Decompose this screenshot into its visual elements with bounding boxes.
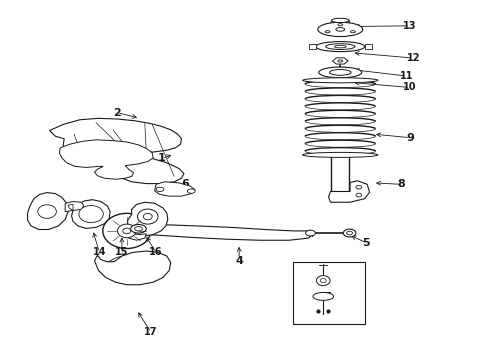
Ellipse shape [325, 31, 330, 33]
Polygon shape [309, 44, 316, 49]
Ellipse shape [103, 213, 151, 248]
Ellipse shape [336, 28, 344, 31]
Polygon shape [128, 202, 168, 236]
Ellipse shape [318, 22, 363, 37]
Text: 9: 9 [406, 133, 414, 143]
Ellipse shape [319, 67, 362, 78]
Ellipse shape [306, 230, 316, 236]
Text: 7: 7 [323, 292, 331, 302]
Ellipse shape [144, 213, 152, 220]
Ellipse shape [356, 185, 362, 189]
Polygon shape [127, 232, 147, 240]
Ellipse shape [326, 44, 355, 49]
Polygon shape [155, 182, 195, 196]
Ellipse shape [138, 209, 158, 224]
Ellipse shape [338, 24, 343, 26]
Text: 11: 11 [399, 71, 413, 81]
Ellipse shape [346, 231, 352, 235]
Polygon shape [95, 251, 171, 285]
Ellipse shape [118, 224, 136, 238]
Text: 6: 6 [181, 179, 189, 189]
Text: 5: 5 [363, 238, 370, 248]
Ellipse shape [320, 279, 326, 283]
Text: 3: 3 [33, 203, 41, 213]
Ellipse shape [338, 60, 343, 62]
Ellipse shape [303, 78, 378, 83]
Polygon shape [332, 58, 348, 64]
Ellipse shape [350, 31, 355, 33]
Ellipse shape [343, 229, 356, 237]
Ellipse shape [303, 152, 378, 157]
Text: 10: 10 [403, 82, 417, 93]
Bar [293, 262, 365, 324]
Ellipse shape [334, 45, 346, 48]
Text: 12: 12 [407, 53, 420, 63]
Polygon shape [330, 21, 351, 28]
Ellipse shape [79, 206, 103, 223]
Ellipse shape [356, 193, 362, 197]
Text: 13: 13 [403, 21, 417, 31]
Ellipse shape [313, 292, 334, 300]
Polygon shape [49, 118, 184, 184]
Polygon shape [65, 202, 84, 212]
Ellipse shape [131, 225, 147, 233]
Ellipse shape [135, 226, 143, 231]
Text: 4: 4 [235, 256, 243, 266]
Text: 15: 15 [115, 247, 128, 257]
Text: 2: 2 [113, 108, 121, 118]
Ellipse shape [38, 205, 56, 219]
Text: 16: 16 [149, 247, 163, 257]
Ellipse shape [330, 69, 351, 75]
Text: 14: 14 [93, 247, 106, 257]
Ellipse shape [316, 41, 365, 51]
Ellipse shape [123, 228, 131, 234]
Polygon shape [72, 200, 110, 228]
Polygon shape [365, 44, 372, 49]
Polygon shape [27, 193, 68, 229]
Polygon shape [130, 222, 314, 240]
Ellipse shape [187, 189, 195, 193]
Polygon shape [59, 140, 153, 179]
Text: 17: 17 [145, 327, 158, 337]
Ellipse shape [331, 18, 349, 23]
Polygon shape [329, 181, 369, 202]
Text: 1: 1 [158, 153, 166, 163]
Text: 8: 8 [397, 179, 405, 189]
Ellipse shape [156, 187, 164, 192]
Ellipse shape [317, 276, 330, 285]
